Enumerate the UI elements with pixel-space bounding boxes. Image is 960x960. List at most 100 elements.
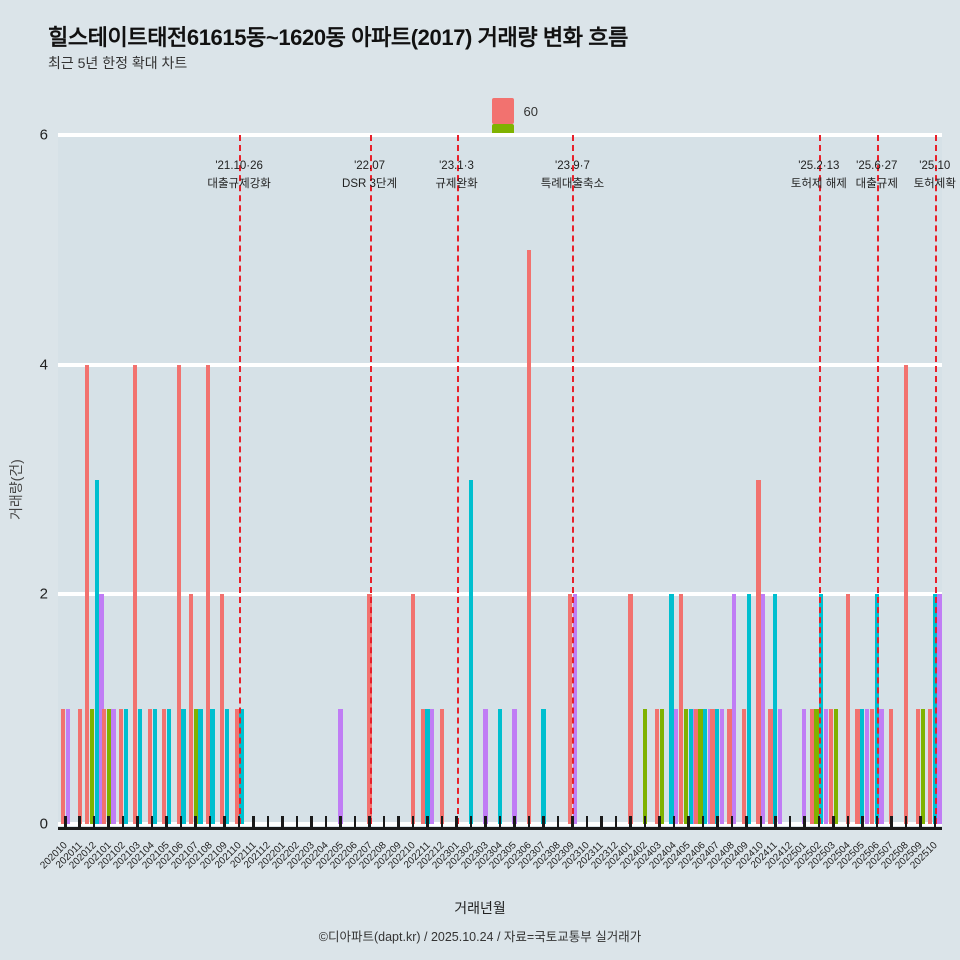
bar[interactable] (845, 594, 850, 824)
gridline-2 (58, 592, 942, 597)
bar[interactable] (410, 594, 416, 824)
bar[interactable] (138, 709, 143, 824)
bar[interactable] (915, 709, 920, 824)
bar[interactable] (106, 709, 111, 824)
bar[interactable] (932, 594, 937, 824)
bar[interactable] (430, 709, 435, 824)
bar[interactable] (497, 709, 503, 824)
legend-item-60[interactable]: 60 (491, 98, 538, 124)
bar[interactable] (773, 594, 778, 824)
bar[interactable] (727, 709, 732, 824)
bar[interactable] (99, 594, 104, 824)
bar[interactable] (123, 709, 128, 824)
bar[interactable] (234, 709, 239, 824)
bar[interactable] (715, 709, 720, 824)
bar[interactable] (176, 364, 181, 824)
bar[interactable] (869, 709, 875, 824)
bar[interactable] (674, 709, 679, 824)
bar[interactable] (224, 709, 230, 824)
bar[interactable] (220, 594, 225, 824)
bar[interactable] (860, 709, 865, 824)
bar[interactable] (239, 709, 244, 824)
bar[interactable] (710, 709, 715, 824)
bar[interactable] (101, 709, 106, 824)
bar[interactable] (927, 709, 933, 824)
bar[interactable] (879, 709, 884, 824)
bar[interactable] (147, 709, 152, 824)
bar[interactable] (526, 249, 532, 824)
bar[interactable] (823, 709, 829, 824)
bar[interactable] (741, 709, 747, 824)
bar[interactable] (567, 594, 573, 824)
bar[interactable] (814, 709, 819, 824)
bar[interactable] (659, 709, 664, 824)
bar[interactable] (210, 709, 215, 824)
annotation-label: '23.1·3 규제완화 (435, 160, 477, 191)
bar[interactable] (937, 594, 942, 824)
x-tick (78, 816, 81, 827)
bar[interactable] (768, 709, 773, 824)
bar[interactable] (920, 709, 925, 824)
x-tick (136, 816, 139, 827)
bar[interactable] (439, 709, 445, 824)
bar[interactable] (84, 364, 90, 824)
bar[interactable] (133, 364, 138, 824)
bar[interactable] (205, 364, 210, 824)
bar[interactable] (483, 709, 488, 824)
bar[interactable] (865, 709, 870, 824)
bar[interactable] (468, 479, 474, 824)
bar[interactable] (162, 709, 167, 824)
bar[interactable] (889, 709, 894, 824)
bar[interactable] (152, 709, 157, 824)
bar[interactable] (60, 709, 65, 824)
bar[interactable] (111, 709, 116, 824)
bar[interactable] (679, 594, 684, 824)
x-tick (324, 816, 328, 827)
bar[interactable] (89, 709, 94, 824)
bar[interactable] (903, 364, 908, 824)
bar[interactable] (338, 709, 343, 824)
gridline-4 (58, 362, 942, 367)
bar[interactable] (802, 709, 807, 824)
bar[interactable] (65, 709, 70, 824)
bar[interactable] (761, 594, 766, 824)
bar[interactable] (778, 709, 783, 824)
bar[interactable] (698, 709, 703, 824)
bar[interactable] (628, 594, 633, 824)
bar[interactable] (118, 709, 123, 824)
bar[interactable] (541, 709, 546, 824)
bar[interactable] (720, 709, 725, 824)
bar[interactable] (809, 709, 814, 824)
bar[interactable] (77, 709, 82, 824)
bar[interactable] (707, 709, 713, 824)
bar[interactable] (669, 594, 674, 824)
bar[interactable] (828, 709, 833, 824)
bar[interactable] (188, 594, 193, 824)
bar[interactable] (94, 479, 99, 824)
bar[interactable] (746, 594, 751, 824)
x-tick (64, 816, 67, 827)
bar[interactable] (512, 709, 517, 824)
bar[interactable] (420, 709, 425, 824)
x-tick (643, 816, 647, 827)
x-axis (58, 816, 942, 834)
bar[interactable] (833, 709, 838, 824)
bar[interactable] (166, 709, 172, 824)
bar[interactable] (654, 709, 660, 824)
bar[interactable] (732, 594, 737, 824)
bar[interactable] (819, 594, 824, 824)
bar[interactable] (688, 709, 693, 824)
bar[interactable] (756, 479, 761, 824)
bar[interactable] (193, 709, 198, 824)
bar[interactable] (855, 709, 860, 824)
bar[interactable] (703, 709, 708, 824)
bar[interactable] (198, 709, 203, 824)
bar[interactable] (572, 594, 577, 824)
x-tick (194, 816, 197, 827)
bar[interactable] (425, 709, 430, 824)
bar[interactable] (181, 709, 186, 824)
y-axis-title: 거래량(건) (8, 459, 24, 520)
bar[interactable] (642, 709, 647, 824)
bar[interactable] (693, 709, 698, 824)
bar[interactable] (683, 709, 689, 824)
